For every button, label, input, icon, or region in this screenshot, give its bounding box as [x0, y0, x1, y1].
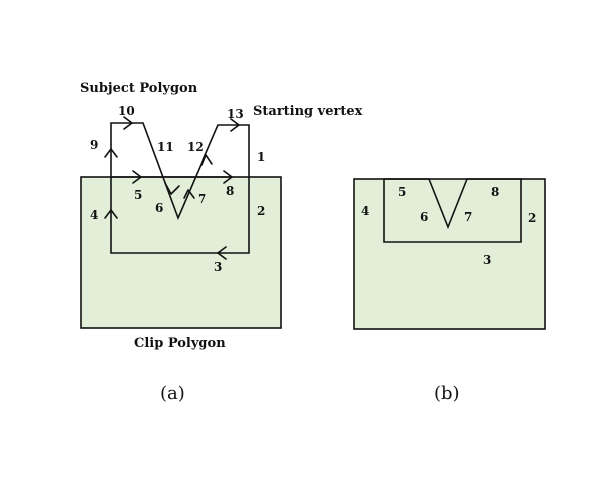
clip-polygon-b [353, 178, 546, 330]
arrow-edge-13 [230, 118, 240, 132]
starting-vertex-label: Starting vertex [253, 104, 363, 119]
edge-label-13: 13 [227, 107, 244, 121]
edge-label-3-b: 3 [483, 253, 491, 267]
edge-label-2-b: 2 [528, 211, 536, 225]
edge-label-1: 1 [257, 150, 265, 164]
edge-label-6-b: 6 [420, 210, 428, 224]
subject-polygon-title: Subject Polygon [80, 81, 198, 96]
edge-label-9: 9 [90, 138, 98, 152]
arrow-edge-7 [183, 189, 195, 199]
arrow-edge-9 [104, 148, 118, 158]
edge-label-5-b: 5 [398, 185, 406, 199]
edge-label-11: 11 [157, 140, 174, 154]
edge-label-5: 5 [134, 188, 142, 202]
arrow-edge-10 [123, 116, 133, 130]
arrow-edge-5 [132, 170, 142, 184]
edge-label-4-b: 4 [361, 204, 369, 218]
caption-b: (b) [434, 383, 460, 404]
clipped-polygon [383, 178, 522, 243]
panel-b: 2 3 4 5 6 7 8 (b) [353, 178, 546, 404]
edge-label-3: 3 [214, 260, 222, 274]
edge-label-6: 6 [155, 201, 163, 215]
edge-label-10: 10 [118, 104, 135, 118]
edge-label-12: 12 [187, 140, 204, 154]
arrow-edge-3 [217, 246, 227, 260]
arrow-edge-6 [164, 182, 180, 195]
arrow-edge-12 [201, 154, 213, 166]
edge-label-8-b: 8 [491, 185, 499, 199]
edge-label-8: 8 [226, 184, 234, 198]
arrow-edge-4 [104, 209, 118, 219]
edge-label-4: 4 [90, 208, 98, 222]
panel-a: Subject Polygon Starting vertex Clip Pol… [80, 81, 363, 404]
subject-polygon [110, 122, 250, 254]
clip-polygon-title: Clip Polygon [134, 336, 226, 351]
edge-label-7-b: 7 [464, 210, 472, 224]
edge-label-2: 2 [257, 204, 265, 218]
edge-label-7: 7 [198, 192, 206, 206]
caption-a: (a) [160, 383, 185, 404]
arrow-edge-8 [223, 170, 233, 184]
